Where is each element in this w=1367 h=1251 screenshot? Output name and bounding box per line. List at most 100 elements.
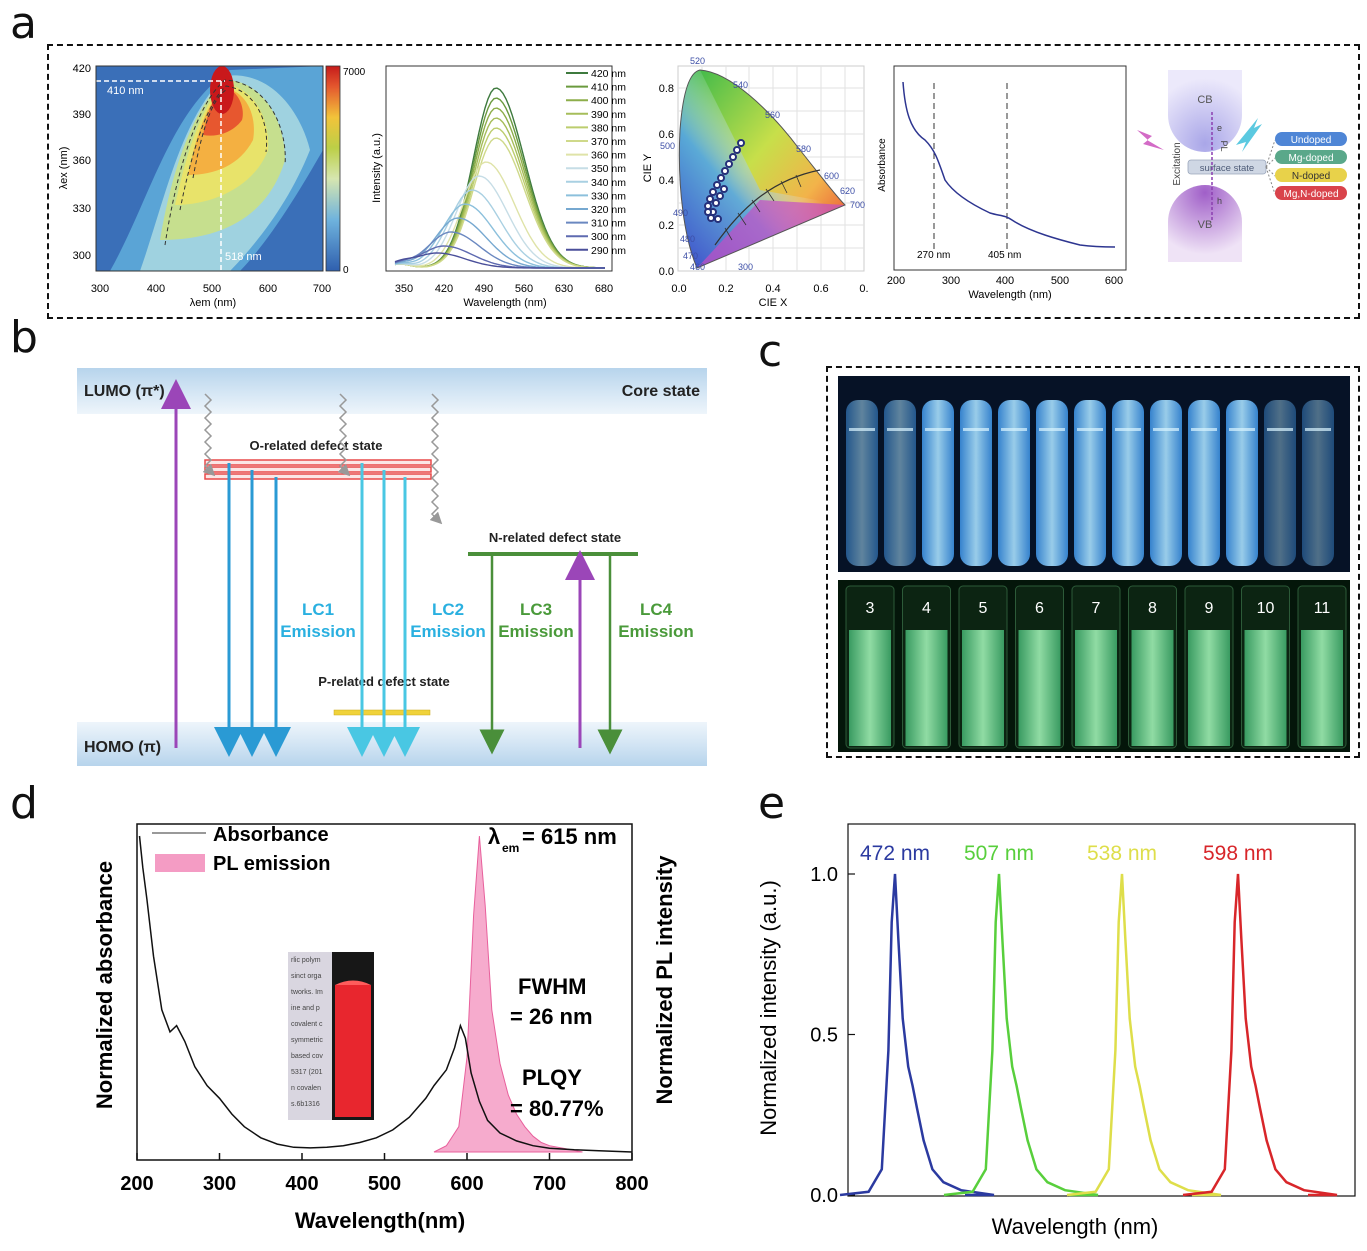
blue-vial xyxy=(1226,400,1258,566)
core-state-label: Core state xyxy=(622,383,700,400)
e-ytick-label: 0.0 xyxy=(810,1185,838,1207)
cie-point xyxy=(707,214,715,222)
green-vial-liquid xyxy=(1244,630,1287,746)
d-ylabel-left: Normalized absorbance xyxy=(92,861,117,1109)
spectra-xtick: 560 xyxy=(515,283,533,295)
absorbance-curve xyxy=(138,835,633,1153)
cie-ytick: 0.6 xyxy=(659,129,674,141)
plqy-label: PLQY xyxy=(522,1065,582,1090)
lumo-label: LUMO (π*) xyxy=(84,383,165,400)
inset-text-line: symmetric xyxy=(291,1037,323,1044)
cie-point xyxy=(725,160,733,168)
vial-number: 4 xyxy=(922,600,931,617)
blue-vial-meniscus xyxy=(925,428,951,431)
band-pl: PL xyxy=(1219,140,1229,151)
abs-xlabel: Wavelength (nm) xyxy=(968,289,1051,301)
spectra-legend-label: 340 nm xyxy=(591,177,626,189)
cie-ytick: 0.4 xyxy=(659,175,674,187)
inset-photo xyxy=(288,952,374,1120)
lc2-emission: Emission xyxy=(410,622,486,641)
d-xtick-label: 500 xyxy=(368,1173,401,1195)
spectra-xticks: 350 420 490 560 630 680 xyxy=(395,283,613,295)
band-vb: VB xyxy=(1198,219,1213,231)
lc34-arrows xyxy=(479,556,623,755)
cie-wl: 540 xyxy=(733,80,748,90)
lc2-label: LC2 xyxy=(432,600,464,619)
cie-wl: 520 xyxy=(690,56,705,66)
panel-c-photo: 3 4 5 6 7 8 9 10 11 xyxy=(838,376,1350,752)
abs-xtick: 200 xyxy=(887,275,905,287)
spectrum-curve xyxy=(394,107,605,269)
band-legend-label: Mg,N-doped xyxy=(1283,189,1338,200)
band-e: e xyxy=(1217,123,1222,133)
cie-xtick: 0.4 xyxy=(765,283,780,295)
blue-vial-meniscus xyxy=(963,428,989,431)
spectra-frame xyxy=(385,65,613,272)
vial-number: 5 xyxy=(979,600,988,617)
contour-xticks: 300 400 500 600 700 xyxy=(91,283,331,295)
cie-wl: 580 xyxy=(796,144,811,154)
vial-number: 11 xyxy=(1314,600,1331,617)
e-peak-label: 472 nm xyxy=(860,842,930,865)
blue-vial xyxy=(960,400,992,566)
green-vial-row: 3 4 5 6 7 8 9 10 11 xyxy=(845,585,1347,749)
green-vial-liquid xyxy=(1131,630,1174,746)
d-ylabel-right: Normalized PL intensity xyxy=(652,855,677,1105)
cie-point xyxy=(720,185,728,193)
blue-vial-meniscus xyxy=(849,428,875,431)
cie-wl: 460 xyxy=(690,262,705,272)
panel-b-svg: LUMO (π*) HOMO (π) Core state O-related … xyxy=(77,368,707,766)
abs-frame xyxy=(893,65,1127,271)
lumo-band xyxy=(77,368,707,414)
blue-vial xyxy=(1188,400,1220,566)
spectra-legend-label: 370 nm xyxy=(591,136,626,148)
inset-text-line: sinct orga xyxy=(291,973,321,980)
cie-point xyxy=(729,153,737,161)
spectrum-curve xyxy=(394,252,605,269)
abs-ann-270: 270 nm xyxy=(917,250,950,261)
cie-wl: 500 xyxy=(660,141,675,151)
cie-ytick: 0.0 xyxy=(659,266,674,278)
band-legend: Undoped Mg-doped N-doped Mg,N-doped xyxy=(1275,132,1347,200)
lc4-emission: Emission xyxy=(618,622,694,641)
green-vial-liquid xyxy=(1188,630,1230,746)
e-peak-labels: 472 nm 507 nm 538 nm 598 nm xyxy=(860,842,1273,865)
fwhm-value: = 26 nm xyxy=(510,1004,593,1029)
blue-vial xyxy=(884,400,916,566)
cie-xtick: 0.0 xyxy=(671,283,686,295)
abs-xtick: 500 xyxy=(1051,275,1069,287)
contour-ytick: 420 xyxy=(73,63,91,75)
cie-xticks: 0.0 0.2 0.4 0.6 0. xyxy=(671,283,868,295)
band-surface: surface state xyxy=(1200,163,1254,174)
contour-xtick: 700 xyxy=(313,283,331,295)
n-state-label: N-related defect state xyxy=(489,530,621,545)
vial-number: 8 xyxy=(1148,600,1157,617)
d-xtick-label: 800 xyxy=(615,1173,648,1195)
spectra-legend-label: 400 nm xyxy=(591,95,626,107)
legend-pl-label: PL emission xyxy=(213,853,330,875)
d-xlabel: Wavelength(nm) xyxy=(295,1208,465,1233)
cie-wl: 620 xyxy=(840,186,855,196)
e-spectrum-line xyxy=(1182,873,1338,1197)
cie-point xyxy=(716,192,724,200)
contour-yticks: 420 390 360 330 300 xyxy=(73,63,91,262)
blue-vial xyxy=(1264,400,1296,566)
cie-ytick: 0.2 xyxy=(659,220,674,232)
d-xtick-label: 600 xyxy=(450,1173,483,1195)
cie-wl: 600 xyxy=(824,171,839,181)
band-legend-label: Undoped xyxy=(1291,135,1332,146)
e-plot-frame xyxy=(847,823,1356,1197)
colorbar-min: 0 xyxy=(343,265,349,276)
contour-ann-em: 518 nm xyxy=(225,251,262,263)
panel-label-b: b xyxy=(10,312,38,363)
blue-vial-meniscus xyxy=(1229,428,1255,431)
spectra-legend-label: 310 nm xyxy=(591,218,626,230)
e-spectrum-line xyxy=(1066,873,1222,1197)
abs-curve xyxy=(902,81,1116,248)
contour-xtick: 400 xyxy=(147,283,165,295)
blue-vial xyxy=(1112,400,1144,566)
lambda-sub: em xyxy=(502,841,519,855)
cie-point xyxy=(712,199,720,207)
contour-ytick: 300 xyxy=(73,250,91,262)
